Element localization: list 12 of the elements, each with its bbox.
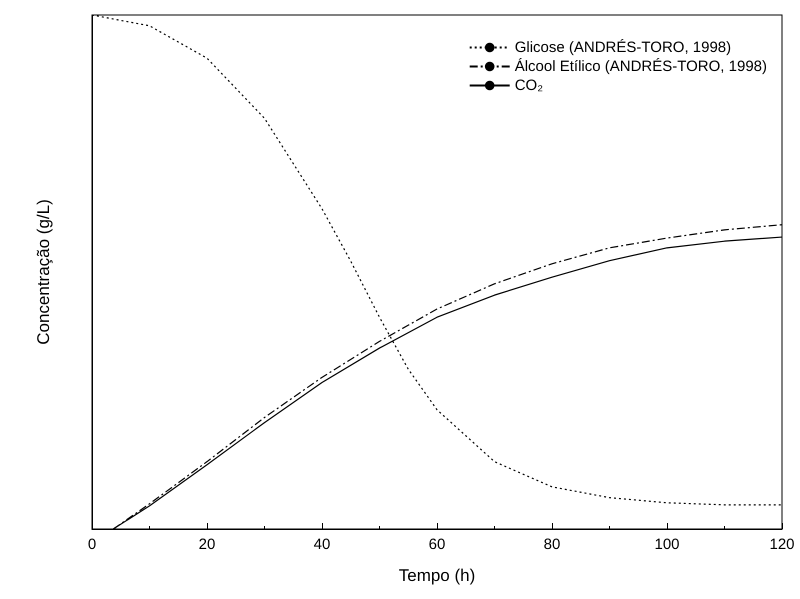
legend-label: CO₂: [514, 77, 544, 94]
x-tick-label: 20: [198, 536, 216, 553]
x-tick-label: 100: [654, 536, 680, 553]
legend-label: Álcool Etílico (ANDRÉS-TORO, 1998): [514, 57, 768, 75]
x-tick-label: 60: [428, 536, 446, 553]
x-tick-label: 80: [544, 536, 560, 553]
x-tick-label: 120: [769, 536, 795, 553]
x-axis-title: Tempo (h): [398, 566, 476, 585]
y-axis-title: Concentração (g/L): [34, 199, 53, 345]
legend-label: Glicose (ANDRÉS-TORO, 1998): [514, 38, 732, 56]
x-tick-label: 0: [88, 536, 96, 553]
x-tick-label: 40: [314, 536, 330, 553]
